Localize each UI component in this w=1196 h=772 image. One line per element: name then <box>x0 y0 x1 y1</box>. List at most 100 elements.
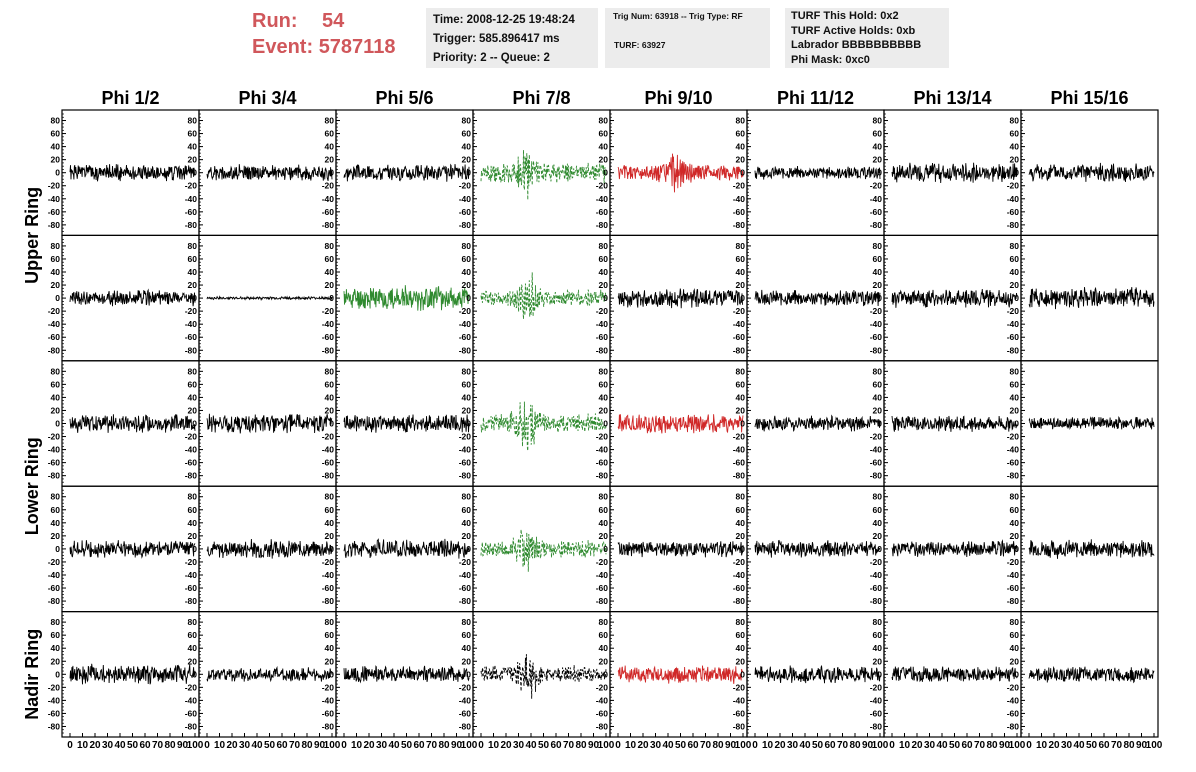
y-tick-label: -60 <box>1007 332 1020 342</box>
y-tick-label: 80 <box>873 116 883 126</box>
y-tick-label: -20 <box>48 682 61 692</box>
y-tick-label: -80 <box>733 471 746 481</box>
waveform-trace <box>754 289 881 307</box>
waveform-trace <box>343 163 470 182</box>
column-header-3: Phi 5/6 <box>375 88 433 108</box>
y-tick-label: -60 <box>322 583 335 593</box>
y-tick-label: -80 <box>596 596 609 606</box>
run-label: Run: <box>252 10 298 32</box>
y-tick-label: 20 <box>325 155 335 165</box>
y-tick-label: -40 <box>596 194 609 204</box>
x-tick-label: 70 <box>974 740 986 751</box>
x-tick-label: 30 <box>376 740 388 751</box>
panel-r2-c3: 80 60 40 20 0 -20 -40 -60 -80 <box>322 234 474 362</box>
waveform-trace <box>754 664 881 684</box>
y-tick-label: -40 <box>459 570 472 580</box>
y-tick-label: 60 <box>599 129 609 139</box>
x-tick-label: 90 <box>725 740 737 751</box>
y-tick-label: 60 <box>599 254 609 264</box>
y-tick-label: 0 <box>1014 168 1019 178</box>
panel-r3-c6: 80 60 40 20 0 -20 -40 -60 -80 <box>733 360 885 487</box>
y-tick-label: -40 <box>1007 319 1020 329</box>
y-tick-label: -80 <box>1007 471 1020 481</box>
x-tick-label: 90 <box>588 740 600 751</box>
y-tick-label: -40 <box>733 570 746 580</box>
x-tick-label: 90 <box>177 740 189 751</box>
y-tick-label: 60 <box>51 630 61 640</box>
y-tick-label: 20 <box>325 531 335 541</box>
y-tick-label: -20 <box>596 181 609 191</box>
y-tick-label: 40 <box>1010 518 1020 528</box>
trig-num-text: Trig Num: 63918 -- Trig Type: RF <box>613 11 743 21</box>
x-tick-label: 70 <box>700 740 712 751</box>
waveform-trace <box>617 541 744 558</box>
y-tick-label: 60 <box>188 630 198 640</box>
waveform-trace <box>1028 415 1155 430</box>
panel-r1-c6: 80 60 40 20 0 -20 -40 -60 -80 <box>733 109 885 237</box>
y-tick-label: -60 <box>733 332 746 342</box>
y-tick-label: 60 <box>325 379 335 389</box>
y-tick-label: -40 <box>48 570 61 580</box>
y-tick-label: 60 <box>1010 379 1020 389</box>
y-tick-label: 60 <box>188 254 198 264</box>
y-tick-label: 80 <box>462 366 472 376</box>
waveform-trace <box>754 414 881 432</box>
y-tick-label: -20 <box>1007 306 1020 316</box>
panel-r3-c5: 80 60 40 20 0 -20 -40 -60 -80 <box>596 360 748 487</box>
x-tick-label: 50 <box>675 740 687 751</box>
y-tick-label: -20 <box>870 682 883 692</box>
panel-r3-c7: 80 60 40 20 0 -20 -40 -60 -80 <box>870 360 1022 487</box>
y-tick-label: 80 <box>325 366 335 376</box>
y-tick-label: -80 <box>322 345 335 355</box>
y-tick-label: -60 <box>48 207 61 217</box>
y-tick-label: 60 <box>51 129 61 139</box>
y-tick-label: 60 <box>736 254 746 264</box>
y-tick-label: 80 <box>1010 617 1020 627</box>
y-tick-label: 80 <box>462 617 472 627</box>
y-tick-label: -60 <box>1007 583 1020 593</box>
y-tick-label: -60 <box>322 708 335 718</box>
y-tick-label: -80 <box>48 345 61 355</box>
y-tick-label: 0 <box>329 293 334 303</box>
x-tick-label: 90 <box>1136 740 1148 751</box>
y-tick-label: -20 <box>459 557 472 567</box>
x-tick-label: 30 <box>650 740 662 751</box>
y-tick-label: 0 <box>55 419 60 429</box>
y-tick-label: -20 <box>185 682 198 692</box>
y-tick-label: 80 <box>325 241 335 251</box>
y-tick-label: -20 <box>733 432 746 442</box>
y-tick-label: -40 <box>870 194 883 204</box>
panel-r4-c3: 80 60 40 20 0 -20 -40 -60 -80 <box>322 485 474 613</box>
panel-r3-c1: 80 60 40 20 0 -20 -40 -60 -80 <box>48 360 200 487</box>
y-tick-label: 0 <box>740 669 745 679</box>
y-tick-label: -80 <box>322 721 335 731</box>
y-tick-label: 0 <box>329 669 334 679</box>
x-tick-label: 20 <box>226 740 238 751</box>
y-tick-label: 60 <box>325 129 335 139</box>
panel-r2-c5: 80 60 40 20 0 -20 -40 -60 -80 <box>596 234 748 362</box>
y-tick-label: -40 <box>48 445 61 455</box>
y-tick-label: 40 <box>873 643 883 653</box>
panel-r5-c3: 80 60 40 20 0 -20 -40 -60 -80 <box>322 610 474 738</box>
x-tick-label: 80 <box>575 740 587 751</box>
y-tick-label: -80 <box>870 596 883 606</box>
y-tick-label: 0 <box>877 544 882 554</box>
x-tick-label: 40 <box>936 740 948 751</box>
y-tick-label: 80 <box>51 241 61 251</box>
y-tick-label: -20 <box>733 181 746 191</box>
x-tick-label: 100 <box>324 740 341 751</box>
y-tick-label: -60 <box>459 458 472 468</box>
labrador-text: Labrador BBBBBBBBBB <box>791 39 922 51</box>
x-tick-label: 0 <box>478 740 484 751</box>
y-tick-label: -80 <box>870 471 883 481</box>
y-tick-label: -80 <box>596 220 609 230</box>
x-tick-label: 80 <box>712 740 724 751</box>
x-tick-label: 20 <box>1048 740 1060 751</box>
y-tick-label: -20 <box>185 432 198 442</box>
y-tick-label: 20 <box>736 656 746 666</box>
y-tick-label: 40 <box>736 643 746 653</box>
waveform-trace <box>480 149 607 200</box>
y-tick-label: -20 <box>1007 181 1020 191</box>
x-tick-label: 100 <box>598 740 615 751</box>
column-header-8: Phi 15/16 <box>1050 88 1128 108</box>
